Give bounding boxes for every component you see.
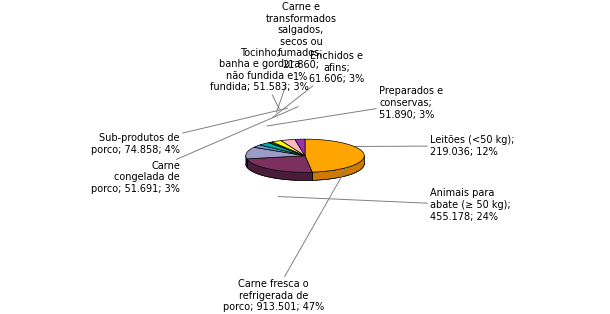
- Text: Carne fresca o
refrigerada de
porco; 913.501; 47%: Carne fresca o refrigerada de porco; 913…: [223, 155, 354, 312]
- Polygon shape: [246, 156, 247, 167]
- Text: Tocinho,
banha e gordura
não fundida e
fundida; 51.583; 3%: Tocinho, banha e gordura não fundida e f…: [210, 48, 309, 109]
- Text: Carne e
transformados
salgados,
secos ou
fumados;
21.860;
1%: Carne e transformados salgados, secos ou…: [265, 2, 336, 112]
- Polygon shape: [268, 142, 305, 156]
- Polygon shape: [247, 159, 312, 181]
- Polygon shape: [305, 139, 364, 172]
- Text: Animais para
abate (≥ 50 kg);
455.178; 24%: Animais para abate (≥ 50 kg); 455.178; 2…: [278, 188, 511, 222]
- Text: Sub-produtos de
porco; 74.858; 4%: Sub-produtos de porco; 74.858; 4%: [91, 108, 288, 155]
- Text: Preparados e
conservas;
51.890; 3%: Preparados e conservas; 51.890; 3%: [267, 86, 443, 126]
- Polygon shape: [247, 156, 312, 172]
- Text: Carne
congelada de
porco; 51.691; 3%: Carne congelada de porco; 51.691; 3%: [91, 107, 298, 194]
- Polygon shape: [246, 147, 305, 159]
- Polygon shape: [295, 139, 305, 156]
- Polygon shape: [254, 145, 305, 156]
- Polygon shape: [281, 139, 305, 156]
- Polygon shape: [312, 156, 364, 181]
- Text: Enchidos e
afins;
61.606; 3%: Enchidos e afins; 61.606; 3%: [273, 51, 364, 118]
- Text: Leitões (<50 kg);
219.036; 12%: Leitões (<50 kg); 219.036; 12%: [258, 135, 514, 157]
- Polygon shape: [260, 143, 305, 156]
- Polygon shape: [272, 141, 305, 156]
